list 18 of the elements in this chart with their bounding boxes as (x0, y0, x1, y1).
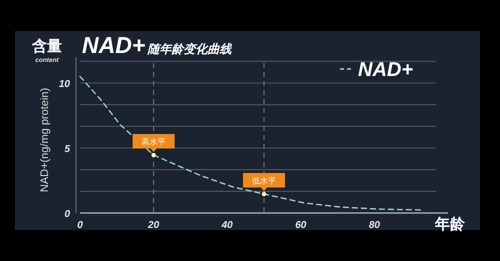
legend-label: NAD+ (358, 59, 414, 81)
callout-box: 低水平 (243, 173, 285, 192)
line-series (79, 76, 423, 211)
x-tick-label: 60 (295, 220, 307, 231)
y-tick-label: 5 (64, 144, 70, 155)
y-axis-title: NAD+(ng/mg protein) (39, 88, 51, 192)
annotation: 高水平 (142, 138, 166, 147)
text: 含量 (31, 38, 62, 55)
x-tick-label: 0 (77, 220, 84, 231)
x-tick-label: 20 (147, 220, 160, 231)
y-tick-label: 0 (64, 209, 70, 220)
annotation: 低水平 (252, 176, 276, 186)
x-tick-label: 40 (220, 220, 234, 231)
x-axis-title: 年龄 (434, 216, 466, 233)
chart-title: NAD+随年龄变化曲线 (82, 32, 232, 58)
callout-box: 高水平 (132, 134, 175, 152)
x-tick-label: 80 (368, 220, 380, 231)
y-tick-label: 10 (58, 79, 70, 90)
